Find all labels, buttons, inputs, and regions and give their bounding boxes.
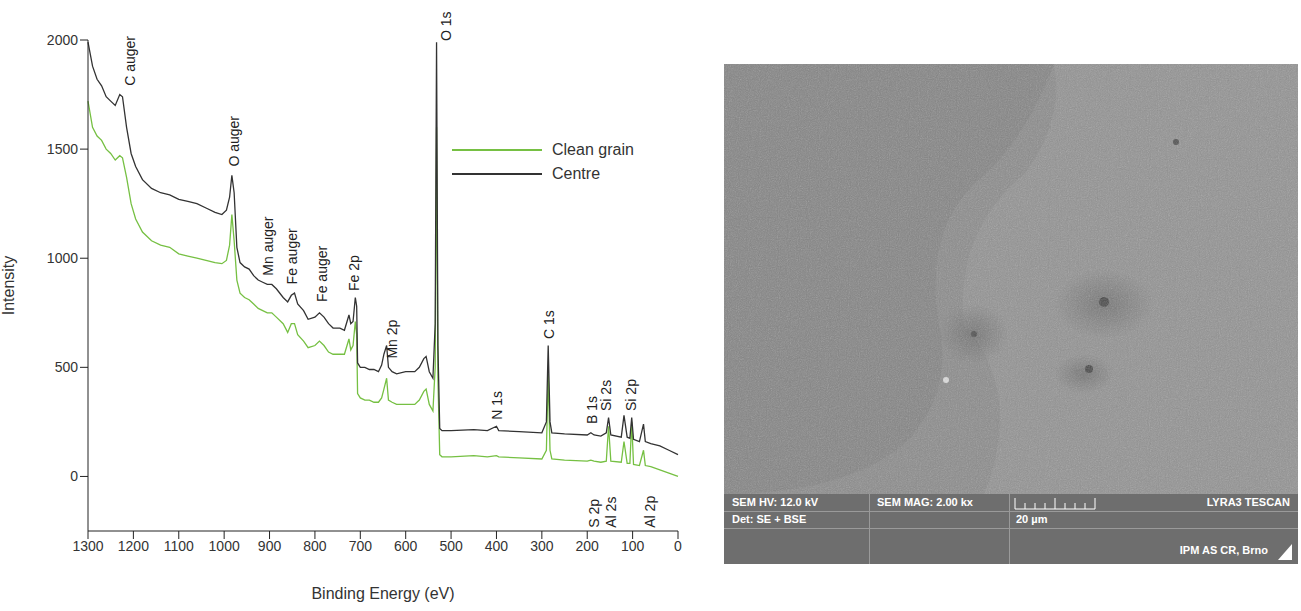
svg-text:C auger: C auger (122, 36, 138, 86)
svg-text:Si 2p: Si 2p (623, 379, 639, 411)
svg-text:O auger: O auger (226, 116, 242, 167)
svg-text:100: 100 (621, 538, 645, 554)
svg-text:800: 800 (303, 538, 327, 554)
html-text:20 µm: 20 µm (1016, 513, 1048, 525)
svg-text:1000: 1000 (209, 538, 240, 554)
svg-text:700: 700 (349, 538, 373, 554)
svg-text:Mn 2p: Mn 2p (384, 319, 400, 358)
svg-text:1500: 1500 (47, 141, 78, 157)
svg-text:Si 2s: Si 2s (598, 380, 614, 411)
svg-text:0: 0 (674, 538, 682, 554)
svg-text:O 1s: O 1s (438, 12, 454, 42)
svg-text:1200: 1200 (118, 538, 149, 554)
svg-text:600: 600 (394, 538, 418, 554)
html-text:Det: SE + BSE: Det: SE + BSE (732, 513, 807, 525)
svg-text:2000: 2000 (47, 32, 78, 48)
svg-text:Fe auger: Fe auger (314, 245, 330, 301)
svg-text:Fe 2p: Fe 2p (346, 255, 362, 291)
svg-text:1300: 1300 (72, 538, 103, 554)
svg-text:500: 500 (439, 538, 463, 554)
svg-text:Al 2s: Al 2s (603, 497, 619, 528)
svg-text:Fe auger: Fe auger (284, 228, 300, 284)
svg-text:300: 300 (530, 538, 554, 554)
html-text:LYRA3 TESCAN: LYRA3 TESCAN (1206, 496, 1290, 508)
html-text:Clean grain: Clean grain (552, 141, 634, 158)
svg-text:1000: 1000 (47, 250, 78, 266)
svg-text:Al 2p: Al 2p (642, 496, 658, 528)
svg-text:C 1s: C 1s (541, 310, 557, 339)
html-text:Centre: Centre (552, 165, 600, 182)
svg-text:B 1s: B 1s (583, 396, 600, 425)
svg-text:0: 0 (70, 468, 78, 484)
svg-text:S 2p: S 2p (586, 499, 602, 528)
svg-text:200: 200 (576, 538, 600, 554)
html-text:SEM MAG: 2.00 kx: SEM MAG: 2.00 kx (877, 496, 973, 508)
svg-text:Intensity: Intensity (0, 256, 17, 316)
svg-text:Mn auger: Mn auger (260, 216, 276, 275)
html-text:IPM AS CR, Brno: IPM AS CR, Brno (1179, 544, 1268, 556)
html-text:SEM HV: 12.0 kV: SEM HV: 12.0 kV (732, 496, 819, 508)
svg-text:900: 900 (258, 538, 282, 554)
svg-text:Binding Energy (eV): Binding Energy (eV) (311, 585, 454, 602)
svg-text:500: 500 (55, 359, 79, 375)
svg-text:N 1s: N 1s (489, 391, 505, 420)
svg-text:400: 400 (485, 538, 509, 554)
svg-text:1100: 1100 (164, 538, 194, 554)
